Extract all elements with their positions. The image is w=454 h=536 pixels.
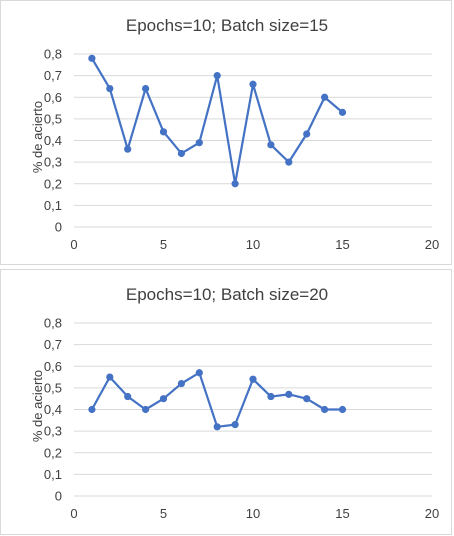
data-point (88, 54, 96, 62)
y-tick-label: 0,1 (44, 198, 62, 213)
data-point (106, 373, 114, 381)
x-tick-label: 15 (335, 237, 349, 252)
data-point (249, 80, 257, 88)
data-point (285, 390, 293, 398)
data-point (303, 130, 311, 138)
y-tick-label: 0,3 (44, 424, 62, 439)
data-point (142, 405, 150, 414)
y-tick-label: 0,2 (44, 176, 62, 191)
y-tick-label: 0,4 (44, 402, 62, 417)
y-tick-labels: 0 0,1 0,2 0,3 0,4 0,5 0,6 0,7 0,8 (44, 316, 62, 504)
y-tick-label: 0,7 (44, 68, 62, 83)
data-point (177, 379, 185, 388)
data-point (142, 85, 150, 93)
data-point (338, 405, 347, 414)
data-point (124, 392, 132, 401)
data-point (213, 423, 221, 431)
data-point (267, 392, 275, 401)
data-series (88, 54, 347, 188)
data-point (177, 149, 185, 158)
chart-title: Epochs=10; Batch size=15 (126, 16, 328, 35)
x-tick-label: 0 (70, 506, 77, 521)
data-point (231, 421, 239, 429)
data-point (124, 145, 132, 153)
x-tick-label: 5 (160, 237, 167, 252)
y-axis-label: % de acierto (30, 101, 45, 173)
data-point (303, 395, 311, 403)
y-tick-label: 0,8 (44, 47, 62, 62)
gridlines (74, 322, 432, 497)
y-tick-labels: 0 0,1 0,2 0,3 0,4 0,5 0,6 0,7 0,8 (44, 47, 62, 235)
data-point (285, 158, 293, 166)
y-tick-label: 0,6 (44, 90, 62, 105)
y-tick-label: 0,8 (44, 316, 62, 331)
data-series (88, 369, 347, 431)
y-tick-label: 0,6 (44, 359, 62, 374)
data-point (231, 180, 239, 188)
data-point (195, 139, 203, 147)
data-point (249, 375, 257, 383)
x-tick-label: 20 (425, 237, 439, 252)
x-tick-labels: 0 5 10 15 20 (70, 506, 439, 521)
data-point (159, 128, 168, 136)
x-tick-label: 10 (246, 506, 260, 521)
data-point (321, 405, 329, 414)
y-tick-label: 0,7 (44, 337, 62, 352)
gridlines (74, 53, 432, 228)
y-tick-label: 0,3 (44, 155, 62, 170)
x-tick-label: 10 (246, 237, 260, 252)
y-tick-label: 0,1 (44, 467, 62, 482)
x-tick-labels: 0 5 10 15 20 (70, 237, 439, 252)
data-point (338, 108, 347, 116)
x-tick-label: 5 (160, 506, 167, 521)
y-tick-label: 0,5 (44, 380, 62, 395)
y-tick-label: 0 (55, 489, 62, 504)
chart-batch-15: Epochs=10; Batch size=15 % de acierto 00… (30, 16, 439, 252)
data-point (195, 369, 203, 377)
y-axis-label: % de acierto (30, 370, 45, 442)
chart-batch-20: Epochs=10; Batch size=20 % de acierto 00… (30, 285, 439, 521)
data-point (213, 72, 221, 80)
y-tick-label: 0,4 (44, 133, 62, 148)
data-point (159, 395, 168, 403)
data-point (88, 405, 96, 414)
x-tick-label: 0 (70, 237, 77, 252)
x-tick-label: 20 (425, 506, 439, 521)
data-point (321, 93, 329, 101)
data-point (106, 85, 114, 93)
y-tick-label: 0 (55, 220, 62, 235)
y-tick-label: 0,5 (44, 111, 62, 126)
x-tick-label: 15 (335, 506, 349, 521)
chart-title: Epochs=10; Batch size=20 (126, 285, 328, 304)
data-point (267, 141, 275, 149)
y-tick-label: 0,2 (44, 445, 62, 460)
